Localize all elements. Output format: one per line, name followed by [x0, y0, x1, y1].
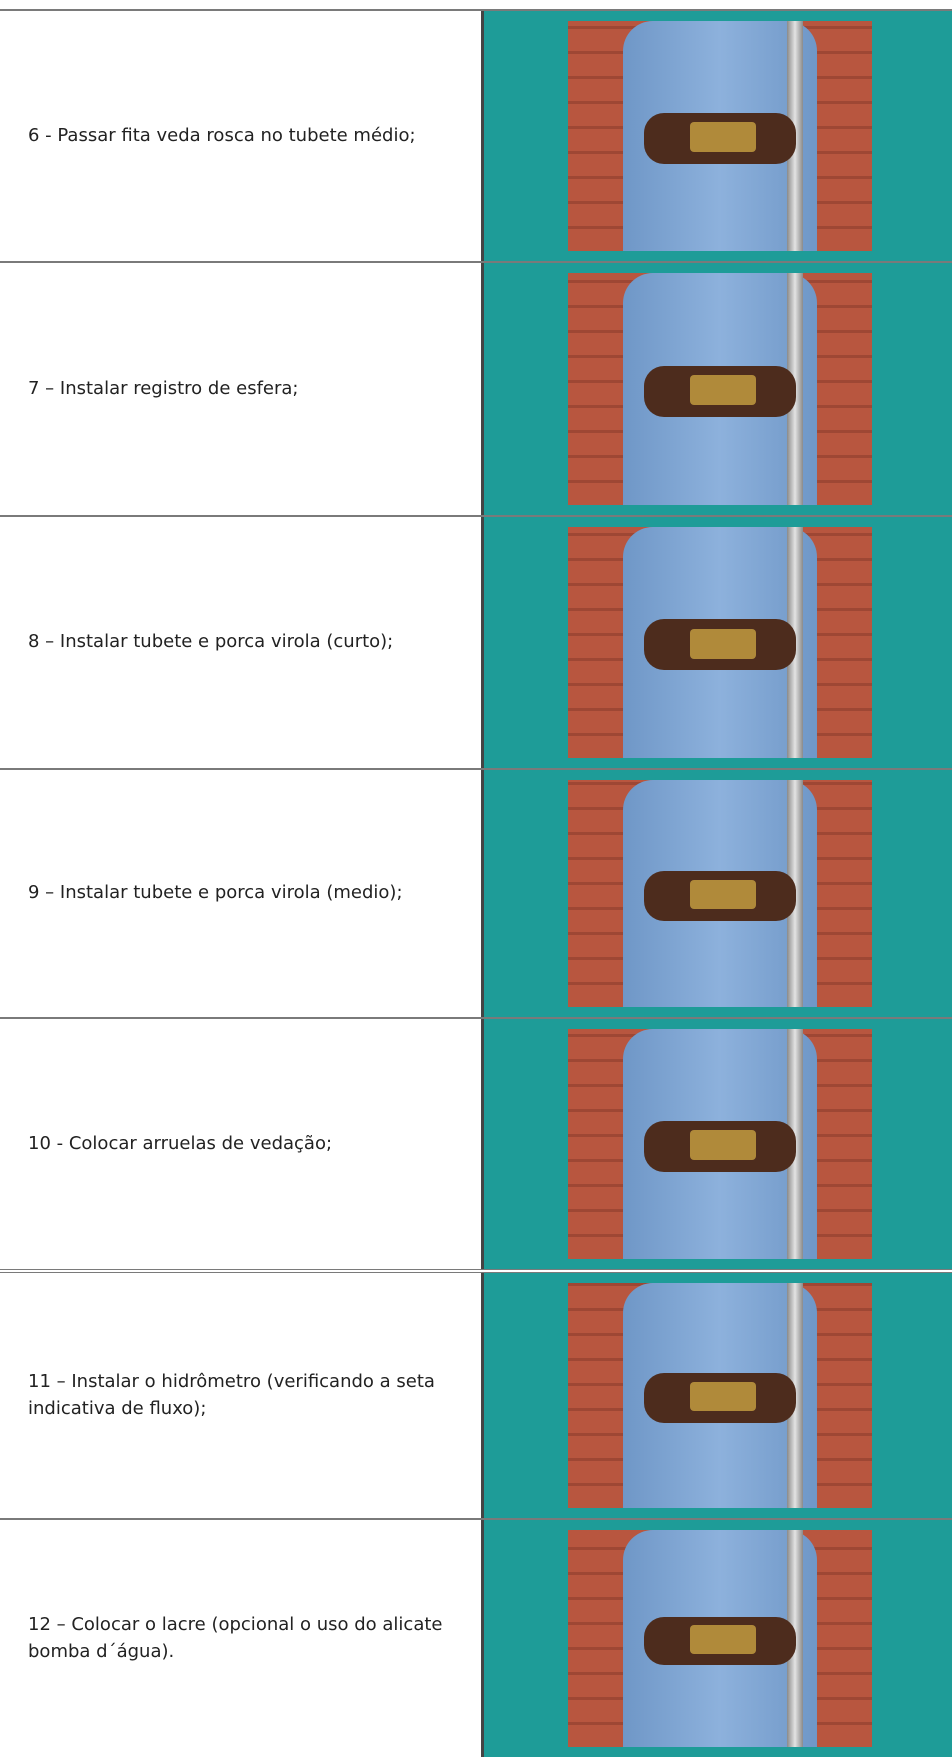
step-row: 7 – Instalar registro de esfera; [0, 261, 952, 515]
photo-fitting [689, 1625, 757, 1654]
step-photo [568, 780, 872, 1007]
step-photo [568, 1283, 872, 1508]
step-photo [568, 527, 872, 758]
photo-fitting [689, 628, 757, 659]
photo-cell [484, 770, 952, 1017]
photo-cell [484, 11, 952, 261]
step-text: 6 - Passar fita veda rosca no tubete méd… [0, 11, 484, 261]
step-photo [568, 1029, 872, 1259]
step-row: 12 – Colocar o lacre (opcional o uso do … [0, 1518, 952, 1757]
photo-cell [484, 1520, 952, 1757]
step-row: 8 – Instalar tubete e porca virola (curt… [0, 515, 952, 768]
photo-fitting [689, 1130, 757, 1161]
step-text: 10 - Colocar arruelas de vedação; [0, 1019, 484, 1269]
photo-fitting [689, 1382, 757, 1412]
step-photo [568, 21, 872, 251]
step-row: 10 - Colocar arruelas de vedação; [0, 1017, 952, 1269]
photo-cell [484, 517, 952, 768]
photo-cell [484, 1019, 952, 1269]
step-text: 9 – Instalar tubete e porca virola (medi… [0, 770, 484, 1017]
photo-fitting [689, 122, 757, 153]
step-text: 12 – Colocar o lacre (opcional o uso do … [0, 1520, 484, 1757]
step-text: 7 – Instalar registro de esfera; [0, 263, 484, 515]
step-photo [568, 1530, 872, 1747]
step-text: 8 – Instalar tubete e porca virola (curt… [0, 517, 484, 768]
step-row: 9 – Instalar tubete e porca virola (medi… [0, 768, 952, 1017]
step-photo [568, 273, 872, 505]
step-text: 11 – Instalar o hidrômetro (verificando … [0, 1273, 484, 1518]
photo-fitting [689, 879, 757, 910]
step-row: 11 – Instalar o hidrômetro (verificando … [0, 1269, 952, 1518]
step-row: 6 - Passar fita veda rosca no tubete méd… [0, 9, 952, 261]
photo-cell [484, 1273, 952, 1518]
photo-fitting [689, 375, 757, 406]
photo-cell [484, 263, 952, 515]
